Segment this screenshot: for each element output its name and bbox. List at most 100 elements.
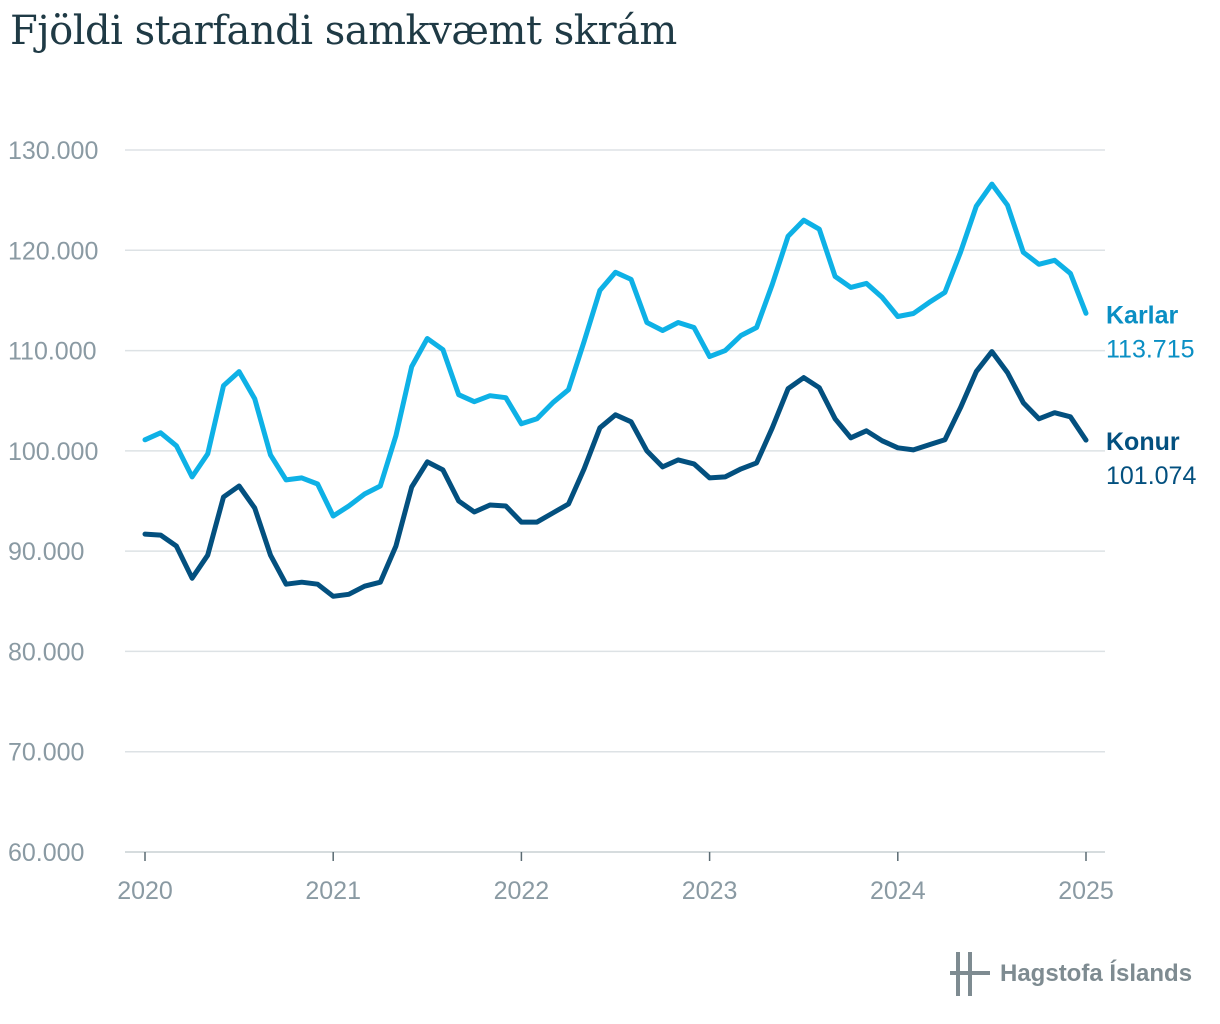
data-point-konur bbox=[771, 427, 773, 429]
data-point-konur bbox=[238, 485, 240, 487]
data-point-karlar bbox=[489, 395, 491, 397]
data-point-konur bbox=[975, 371, 977, 373]
y-tick-label: 110.000 bbox=[8, 338, 97, 366]
data-point-karlar bbox=[944, 291, 946, 293]
data-point-karlar bbox=[536, 418, 538, 420]
data-point-karlar bbox=[1022, 251, 1024, 253]
data-point-konur bbox=[348, 593, 350, 595]
data-point-karlar bbox=[270, 454, 271, 456]
data-point-konur bbox=[740, 468, 742, 470]
data-point-karlar bbox=[160, 432, 162, 434]
data-point-karlar bbox=[991, 183, 993, 185]
data-point-karlar bbox=[442, 349, 444, 351]
data-point-konur bbox=[1022, 402, 1024, 404]
data-point-karlar bbox=[426, 338, 428, 339]
data-point-konur bbox=[693, 463, 695, 465]
data-point-konur bbox=[1054, 412, 1056, 414]
data-point-karlar bbox=[740, 335, 742, 336]
data-point-konur bbox=[175, 545, 177, 547]
y-tick-label: 120.000 bbox=[8, 237, 98, 265]
x-tick-label: 2023 bbox=[682, 877, 738, 905]
data-point-karlar bbox=[662, 330, 664, 331]
data-point-konur bbox=[568, 503, 569, 505]
data-point-konur bbox=[1085, 439, 1087, 441]
data-point-karlar bbox=[1054, 259, 1056, 261]
data-point-karlar bbox=[458, 394, 460, 396]
data-point-karlar bbox=[473, 401, 475, 403]
data-point-konur bbox=[191, 577, 193, 579]
data-point-konur bbox=[646, 450, 648, 452]
data-point-konur bbox=[834, 418, 836, 420]
data-point-karlar bbox=[912, 313, 914, 314]
data-point-konur bbox=[787, 388, 789, 390]
x-tick-label: 2024 bbox=[870, 877, 926, 905]
data-point-karlar bbox=[724, 350, 726, 352]
data-point-konur bbox=[144, 533, 146, 535]
series-line-konur bbox=[142, 349, 1089, 599]
data-point-karlar bbox=[771, 283, 773, 285]
data-point-karlar bbox=[191, 476, 193, 478]
gridlines bbox=[125, 149, 1105, 753]
data-point-konur bbox=[489, 504, 491, 506]
data-point-konur bbox=[379, 581, 381, 583]
data-point-konur bbox=[223, 496, 224, 498]
data-point-konur bbox=[426, 461, 428, 463]
y-tick-label: 80.000 bbox=[8, 638, 84, 666]
y-axis-ticks: 60.000 70.000 80.000 90.000 100.000 110.000 12… bbox=[8, 137, 98, 867]
data-point-konur bbox=[364, 585, 366, 587]
data-point-konur bbox=[724, 476, 726, 478]
data-point-konur bbox=[395, 545, 397, 547]
data-point-karlar bbox=[364, 493, 366, 495]
hagstofa-mark-icon bbox=[950, 952, 990, 996]
data-point-konur bbox=[756, 462, 758, 464]
data-point-konur bbox=[944, 439, 946, 441]
data-point-konur bbox=[803, 377, 805, 379]
data-point-karlar bbox=[928, 301, 930, 303]
data-point-karlar bbox=[379, 485, 381, 487]
data-point-konur bbox=[536, 521, 538, 523]
data-point-konur bbox=[1069, 416, 1071, 418]
data-point-karlar bbox=[254, 398, 256, 400]
y-tick-label: 60.000 bbox=[8, 839, 84, 867]
data-point-konur bbox=[1007, 372, 1008, 374]
data-point-karlar bbox=[552, 402, 554, 404]
series-name-konur: Konur bbox=[1106, 428, 1180, 456]
data-point-konur bbox=[912, 449, 914, 451]
data-point-karlar bbox=[693, 327, 695, 328]
data-point-karlar bbox=[285, 479, 287, 481]
y-tick-label: 90.000 bbox=[8, 538, 84, 566]
data-point-karlar bbox=[756, 327, 758, 328]
x-tick-label: 2020 bbox=[117, 877, 173, 905]
data-point-konur bbox=[160, 534, 162, 536]
data-point-karlar bbox=[144, 439, 146, 441]
data-point-konur bbox=[473, 511, 475, 513]
data-point-konur bbox=[254, 507, 256, 509]
series-lines bbox=[142, 181, 1089, 599]
data-point-karlar bbox=[960, 251, 961, 253]
data-point-konur bbox=[301, 581, 303, 583]
data-point-karlar bbox=[834, 275, 836, 277]
data-point-karlar bbox=[332, 515, 334, 517]
data-point-konur bbox=[677, 459, 679, 461]
data-point-konur bbox=[442, 469, 444, 471]
data-point-karlar bbox=[615, 271, 616, 273]
data-point-karlar bbox=[850, 286, 852, 288]
data-point-karlar bbox=[1085, 312, 1087, 314]
data-point-karlar bbox=[175, 445, 177, 447]
data-point-karlar bbox=[818, 228, 820, 230]
data-point-konur bbox=[991, 351, 993, 353]
data-point-konur bbox=[458, 500, 460, 502]
data-point-karlar bbox=[881, 296, 883, 298]
data-point-konur bbox=[270, 554, 271, 556]
source-label: Hagstofa Íslands bbox=[1000, 960, 1193, 987]
data-point-karlar bbox=[317, 483, 319, 485]
data-point-karlar bbox=[238, 371, 240, 373]
data-point-karlar bbox=[709, 356, 711, 358]
data-point-konur bbox=[662, 466, 664, 468]
series-last-value-konur: 101.074 bbox=[1106, 462, 1196, 490]
data-point-karlar bbox=[348, 505, 350, 507]
data-point-konur bbox=[630, 421, 632, 423]
data-point-karlar bbox=[223, 385, 224, 387]
data-point-karlar bbox=[583, 341, 585, 342]
data-point-karlar bbox=[975, 205, 977, 207]
